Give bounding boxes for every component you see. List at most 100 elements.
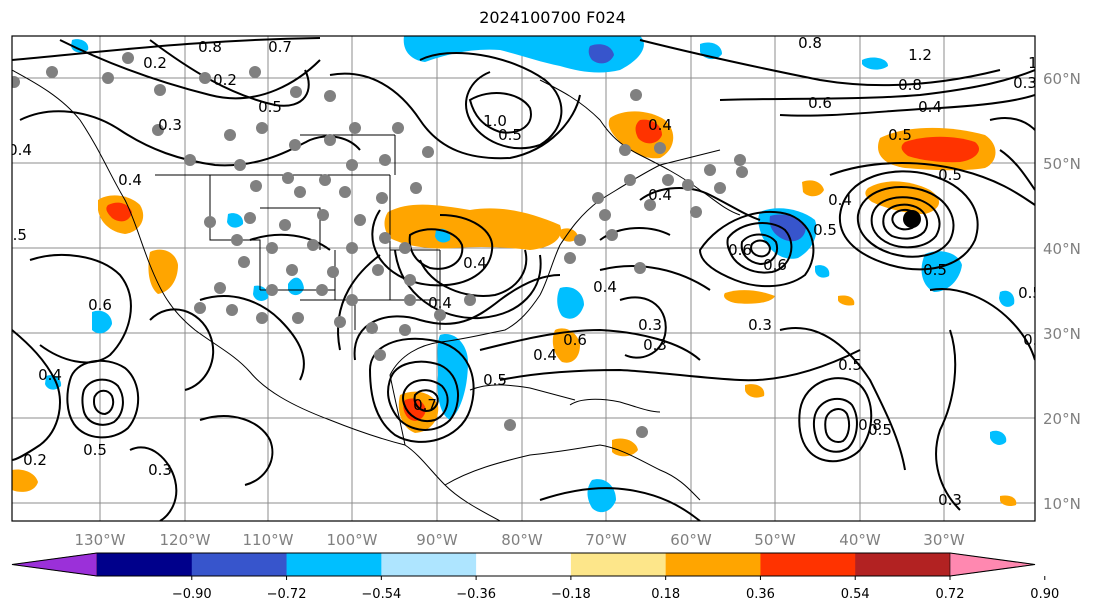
station-dot xyxy=(256,312,268,324)
colorbar-max-extension xyxy=(949,552,1036,577)
shade-negative xyxy=(253,285,269,301)
station-dot xyxy=(46,66,58,78)
contour-value-label: 0.5 xyxy=(83,441,107,459)
map-frame xyxy=(11,35,1036,522)
station-dot xyxy=(286,264,298,276)
shade-negative xyxy=(769,214,806,242)
station-dot xyxy=(289,139,301,151)
station-dot xyxy=(290,86,302,98)
longitude-tick-label: 70°W xyxy=(585,531,627,549)
station-dot xyxy=(279,219,291,231)
station-dot xyxy=(346,159,358,171)
station-dot xyxy=(422,146,434,158)
longitude-tick-label: 120°W xyxy=(160,531,211,549)
station-dot xyxy=(152,124,164,136)
longitude-tick-label: 130°W xyxy=(75,531,126,549)
station-dot xyxy=(194,302,206,314)
station-dot xyxy=(154,84,166,96)
colorbar-swatch xyxy=(97,553,193,576)
station-dot xyxy=(599,209,611,221)
latitude-tick-label: 10°N xyxy=(1043,495,1081,513)
station-dot xyxy=(346,242,358,254)
station-dot xyxy=(294,186,306,198)
contour-value-label: 0.5 xyxy=(1018,284,1042,302)
station-dot xyxy=(319,174,331,186)
longitude-tick-label: 30°W xyxy=(923,531,965,549)
station-dot xyxy=(354,214,366,226)
shade-positive xyxy=(901,136,980,163)
station-dot xyxy=(349,122,361,134)
contour-value-label: 0.5 xyxy=(813,221,837,239)
station-dot xyxy=(327,266,339,278)
station-dot xyxy=(404,274,416,286)
shade-negative xyxy=(227,213,244,228)
station-dot xyxy=(574,234,586,246)
station-dot xyxy=(714,182,726,194)
contour-value-label: 0.6 xyxy=(88,296,112,314)
station-dot xyxy=(379,232,391,244)
longitude-tick-label: 100°W xyxy=(327,531,378,549)
contour-value-label: 0.8 xyxy=(198,38,222,56)
station-dot xyxy=(256,122,268,134)
shade-negative xyxy=(862,57,888,70)
contour-value-label: 0.6 xyxy=(763,256,787,274)
station-dot xyxy=(266,284,278,296)
latitude-labels: 60°N 50°N 40°N 30°N 20°N 10°N xyxy=(1043,70,1081,513)
latitude-tick-label: 30°N xyxy=(1043,325,1081,343)
station-dot xyxy=(316,284,328,296)
colorbar-swatch xyxy=(476,553,572,576)
station-dot xyxy=(199,72,211,84)
shade-positive xyxy=(745,384,765,398)
cyclone-center-marker xyxy=(903,210,921,228)
longitude-tick-label: 40°W xyxy=(839,531,881,549)
station-dot xyxy=(334,316,346,328)
station-dot xyxy=(339,186,351,198)
shade-negative xyxy=(999,290,1015,307)
shade-positive xyxy=(106,202,132,222)
station-dot xyxy=(346,294,358,306)
shade-negative xyxy=(288,277,304,296)
station-dot xyxy=(464,294,476,306)
shade-positive xyxy=(1000,495,1017,507)
longitude-tick-label: 80°W xyxy=(501,531,543,549)
shade-positive xyxy=(838,295,855,306)
longitude-labels: 130°W 120°W 110°W 100°W 90°W 80°W 70°W 60°W 50°W… xyxy=(75,531,965,549)
contour-value-label: 0.3 xyxy=(1013,74,1037,92)
contour-value-label: 0.4 xyxy=(118,171,142,189)
station-dot xyxy=(636,426,648,438)
station-dot xyxy=(399,324,411,336)
station-dot xyxy=(379,154,391,166)
longitude-tick-label: 60°W xyxy=(670,531,712,549)
colorbar-swatch xyxy=(760,553,856,576)
station-dot xyxy=(662,174,674,186)
contour-value-label: 1.2 xyxy=(908,46,932,64)
station-dot xyxy=(634,262,646,274)
shade-positive xyxy=(552,328,580,363)
station-dot xyxy=(592,192,604,204)
colorbar: −0.90 −0.72 −0.54 −0.36 −0.18 0.18 0.36 0.54 0.7… xyxy=(11,552,1059,602)
station-dot xyxy=(404,294,416,306)
colorbar-tick-label: −0.72 xyxy=(267,587,307,602)
colorbar-tick-label: 0.54 xyxy=(841,587,870,602)
station-dot xyxy=(224,129,236,141)
station-dot xyxy=(376,192,388,204)
longitude-tick-label: 90°W xyxy=(416,531,458,549)
contour-value-label: 0.4 xyxy=(593,278,617,296)
shade-positive xyxy=(12,469,38,492)
contour-labels: 0.20.8 0.70.30.51.00.81.01.20.80.6 0.40.30… xyxy=(12,36,1042,509)
station-dot xyxy=(214,282,226,294)
contour-value-label: 0.4 xyxy=(428,294,452,312)
longitude-tick-label: 50°W xyxy=(754,531,796,549)
contour-value-label: 0.3 xyxy=(638,316,662,334)
station-dot xyxy=(734,154,746,166)
station-dot xyxy=(682,179,694,191)
shade-negative xyxy=(92,310,112,334)
station-dot xyxy=(102,72,114,84)
shade-negative xyxy=(71,39,89,53)
contour-value-label: 0.4 xyxy=(828,191,852,209)
station-dot xyxy=(392,122,404,134)
contour-value-label: 0.5 xyxy=(258,98,282,116)
station-dot xyxy=(434,309,446,321)
contour-value-label: 0.5 xyxy=(888,126,912,144)
